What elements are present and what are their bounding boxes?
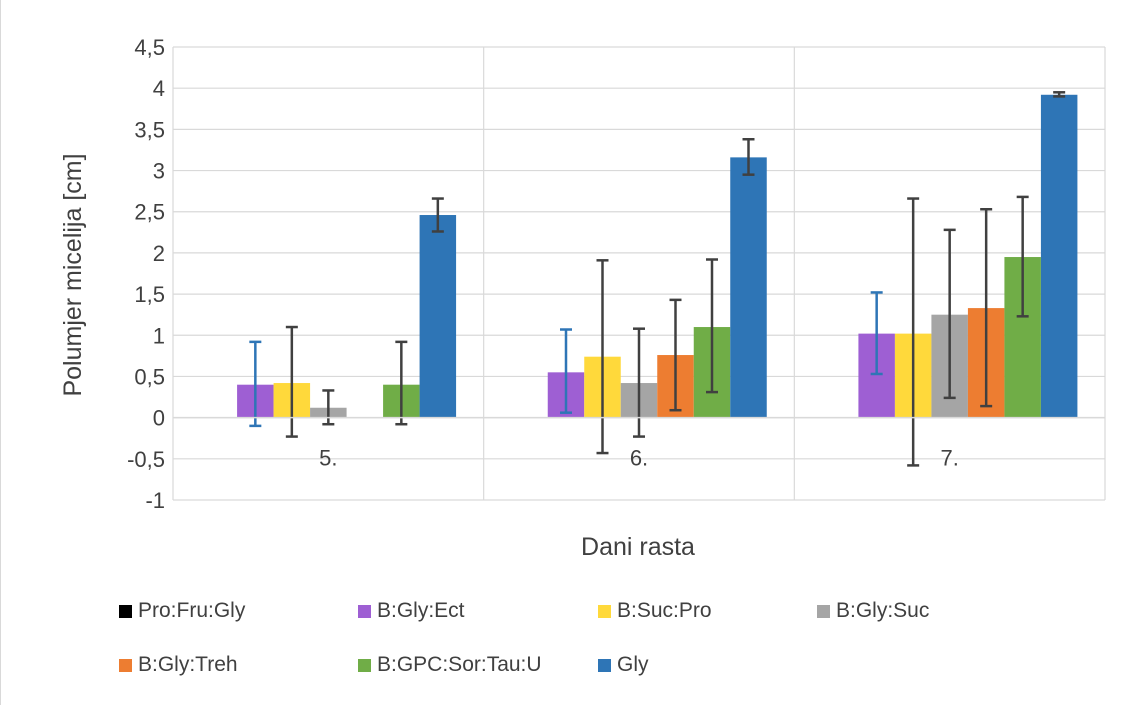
bars [237, 94, 1078, 418]
x-tick-label: 6. [630, 446, 648, 471]
y-tick-label: 4 [153, 76, 165, 101]
y-tick-label: 3,5 [134, 117, 165, 142]
y-tick-label: 2,5 [134, 200, 165, 225]
x-tick-label: 5. [319, 446, 337, 471]
x-axis-title: Dani rasta [581, 533, 695, 561]
bar [419, 215, 457, 418]
y-tick-label: 1,5 [134, 282, 165, 307]
y-tick-label: -1 [145, 488, 165, 513]
bar [730, 157, 767, 418]
y-tick-labels: -1 -0,5 0 0,5 1 1,5 2 2,5 3 3,5 4 4,5 [127, 35, 165, 513]
x-tick-labels: 5. 6. 7. [319, 446, 959, 471]
y-tick-label: 3 [153, 159, 165, 184]
x-tick-label: 7. [940, 446, 958, 471]
y-axis-title: Polumjer micelija [cm] [59, 153, 87, 396]
bar [1040, 94, 1078, 418]
y-tick-label: 1 [153, 323, 165, 348]
error-bars [249, 91, 1066, 467]
y-tick-label: 0 [153, 406, 165, 431]
y-tick-label: -0,5 [127, 447, 165, 472]
y-tick-label: 4,5 [134, 35, 165, 60]
y-tick-label: 0,5 [134, 364, 165, 389]
y-tick-label: 2 [153, 241, 165, 266]
